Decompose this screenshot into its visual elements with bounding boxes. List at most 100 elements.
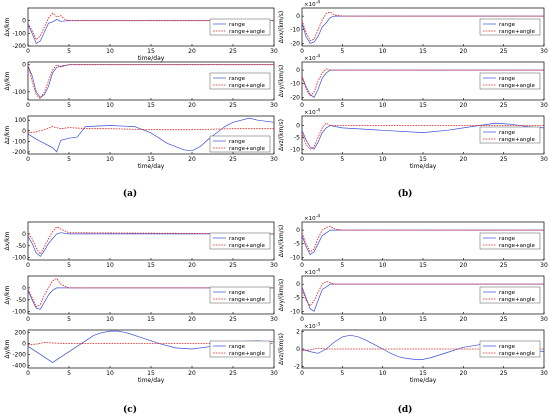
x-tick-label: 5 — [67, 102, 71, 109]
legend-entry: range — [499, 76, 516, 82]
series-line-range-angle — [27, 277, 274, 308]
legend-entry: range — [229, 22, 246, 28]
y-tick-label: -10 — [290, 81, 300, 88]
x-tick-label: 0 — [26, 262, 30, 269]
x-tick-label: 15 — [147, 48, 155, 55]
subplot-12: 0 5 10 15 20 25 3020-2Δvz/(km/s)time/day×10-3r… — [278, 322, 548, 385]
x-tick-label: 0 — [26, 316, 30, 323]
panel-label-b: (b) — [398, 188, 413, 199]
legend-entry: range+angle — [499, 83, 535, 89]
x-tick-label: 5 — [340, 316, 344, 323]
x-tick-label: 15 — [419, 156, 427, 163]
y-axis-label: Δvy/(km/s) — [278, 65, 285, 97]
legend-entry: range — [499, 130, 516, 136]
x-tick-label: 30 — [270, 370, 278, 377]
y-tick-label: 0 — [296, 281, 300, 288]
y-tick-label: -5 — [294, 134, 300, 141]
x-tick-label: 25 — [500, 102, 508, 109]
series-line-range-angle — [27, 126, 274, 134]
x-tick-label: 30 — [270, 48, 278, 55]
x-tick-label: 20 — [188, 48, 196, 55]
x-tick-label: 5 — [340, 48, 344, 55]
y-tick-label: 0 — [22, 62, 26, 69]
y-axis-label: Δy/km — [4, 285, 11, 304]
y-tick-label: -5 — [294, 241, 300, 248]
y-exponent-base: ×10 — [304, 56, 316, 62]
x-axis-label: time/day — [138, 163, 165, 170]
series-line-range — [27, 232, 274, 257]
x-tick-label: 5 — [67, 316, 71, 323]
y-tick-label: -20 — [290, 94, 300, 101]
x-tick-label: 10 — [106, 316, 114, 323]
y-exponent-label: ×10-4 — [304, 0, 320, 8]
x-tick-label: 25 — [229, 48, 237, 55]
x-tick-label: 20 — [460, 262, 468, 269]
x-axis-label: time/day — [410, 377, 437, 384]
subplots-group: 0 5 10 15 20 25 300-100-200Δx/kmtime/dayranger… — [4, 0, 548, 384]
x-tick-label: 25 — [500, 156, 508, 163]
y-tick-label: -400 — [12, 362, 26, 369]
subplot-5: 0 5 10 15 20 25 30 0 -10 -20 Δvy/(km/s) ×10-4 ranger… — [278, 54, 548, 110]
subplot-4: 0 5 10 15 20 25 30 0 -10 -20 Δvx/(km/s) ×10-4 ranger… — [278, 0, 548, 55]
series-line-range-angle — [301, 347, 544, 352]
x-tick-label: 0 — [300, 48, 304, 55]
x-tick-label: 20 — [188, 102, 196, 109]
y-tick-label: -100 — [12, 309, 26, 316]
x-tick-label: 30 — [540, 102, 548, 109]
panel-label-c: (c) — [123, 404, 137, 415]
x-tick-label: 15 — [147, 102, 155, 109]
x-tick-label: 10 — [379, 48, 387, 55]
y-exponent-label: ×10-3 — [304, 322, 320, 331]
x-tick-label: 10 — [106, 102, 114, 109]
x-axis-label: time/day — [138, 55, 165, 62]
x-tick-label: 5 — [340, 102, 344, 109]
x-tick-label: 20 — [460, 102, 468, 109]
y-tick-label: -100 — [12, 89, 26, 96]
series-line-range-angle — [301, 280, 544, 307]
x-tick-label: 10 — [106, 370, 114, 377]
y-tick-label: -200 — [12, 43, 26, 50]
x-tick-label: 25 — [229, 316, 237, 323]
x-tick-label: 5 — [340, 370, 344, 377]
legend-entry: range+angle — [229, 243, 265, 249]
x-tick-label: 15 — [147, 370, 155, 377]
y-tick-label: 0 — [296, 13, 300, 20]
y-exponent-base: ×10 — [304, 110, 316, 116]
x-tick-label: 25 — [229, 370, 237, 377]
y-tick-label: 0 — [22, 285, 26, 292]
legend-entry: range+angle — [499, 137, 535, 143]
y-exponent-base: ×10 — [304, 2, 316, 8]
x-tick-label: 15 — [147, 156, 155, 163]
y-tick-label: 0 — [22, 128, 26, 135]
x-tick-label: 30 — [270, 102, 278, 109]
x-tick-label: 30 — [270, 156, 278, 163]
y-tick-label: -10 — [290, 27, 300, 34]
y-exponent-power: -4 — [316, 108, 321, 114]
y-tick-label: -200 — [12, 149, 26, 156]
y-exponent-label: ×10-4 — [304, 214, 320, 223]
y-tick-label: 0 — [22, 341, 26, 348]
y-axis-label: Δvx/(km/s) — [278, 11, 285, 43]
x-tick-label: 30 — [540, 316, 548, 323]
legend-entry: range — [229, 290, 246, 296]
x-tick-label: 25 — [229, 262, 237, 269]
y-tick-label: 0 — [296, 67, 300, 74]
y-axis-label: Δx/km — [4, 231, 11, 250]
x-tick-label: 0 — [26, 48, 30, 55]
x-tick-label: 20 — [460, 48, 468, 55]
y-axis-label: Δvy/(km/s) — [278, 279, 285, 311]
y-axis-label: Δvz/(km/s) — [278, 119, 285, 151]
x-tick-label: 30 — [540, 262, 548, 269]
x-tick-label: 25 — [500, 262, 508, 269]
legend-entry: range+angle — [229, 83, 265, 89]
x-tick-label: 0 — [300, 370, 304, 377]
